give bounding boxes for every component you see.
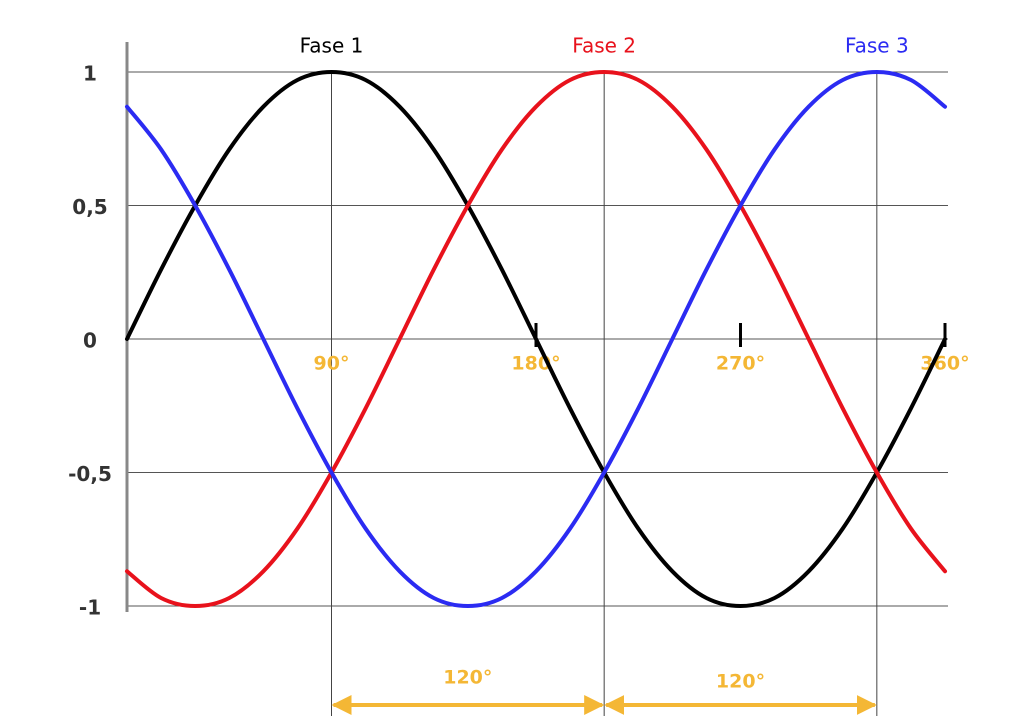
y-tick-label: 0 [83,329,97,353]
y-tick-label: 0,5 [72,195,107,219]
x-tick-label: 270° [716,353,765,375]
legend-label: Fase 1 [300,34,364,58]
x-tick-label: 90° [314,353,350,375]
series-line [125,69,947,609]
annotation-label: 120° [443,667,492,689]
y-tick-label: 1 [83,62,97,86]
legend-label: Fase 3 [845,34,909,58]
series-line [125,69,947,609]
legend-label: Fase 2 [572,34,636,58]
x-tick-label: 180° [511,353,560,375]
annotation-label: 120° [716,671,765,693]
x-tick-label: 360° [920,353,969,375]
y-tick-label: -1 [79,596,101,620]
y-tick-label: -0,5 [68,462,112,486]
series-line [125,69,947,609]
